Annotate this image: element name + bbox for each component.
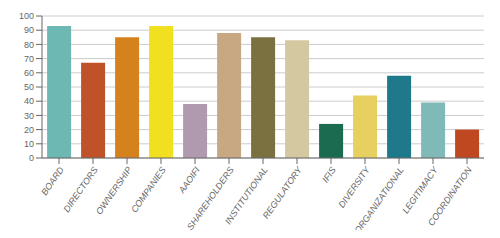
svg-text:0: 0	[29, 153, 34, 163]
svg-text:40: 40	[24, 96, 34, 106]
svg-text:BOARD: BOARD	[39, 165, 66, 197]
svg-text:50: 50	[24, 82, 34, 92]
svg-text:60: 60	[24, 68, 34, 78]
svg-text:COORDINATION: COORDINATION	[426, 165, 474, 228]
svg-text:30: 30	[24, 111, 34, 121]
svg-text:COMPANIES: COMPANIES	[129, 165, 168, 214]
svg-text:20: 20	[24, 125, 34, 135]
svg-text:10: 10	[24, 139, 34, 149]
svg-text:LEGITIMACY: LEGITIMACY	[400, 164, 440, 215]
svg-text:OWNERSHIP: OWNERSHIP	[94, 165, 134, 216]
svg-text:IFIS: IFIS	[320, 165, 338, 184]
svg-text:DIVERSITY: DIVERSITY	[336, 164, 372, 209]
svg-text:100: 100	[19, 11, 34, 21]
svg-text:ORGANIZATIONAL: ORGANIZATIONAL	[352, 165, 405, 230]
svg-text:70: 70	[24, 54, 34, 64]
svg-text:90: 90	[24, 25, 34, 35]
svg-text:AAOIFI: AAOIFI	[176, 165, 202, 196]
svg-text:80: 80	[24, 40, 34, 50]
svg-text:INSTITUTIONAL: INSTITUTIONAL	[223, 165, 270, 227]
svg-text:DIRECTORS: DIRECTORS	[61, 165, 100, 214]
svg-text:REGULATORY: REGULATORY	[261, 164, 305, 220]
